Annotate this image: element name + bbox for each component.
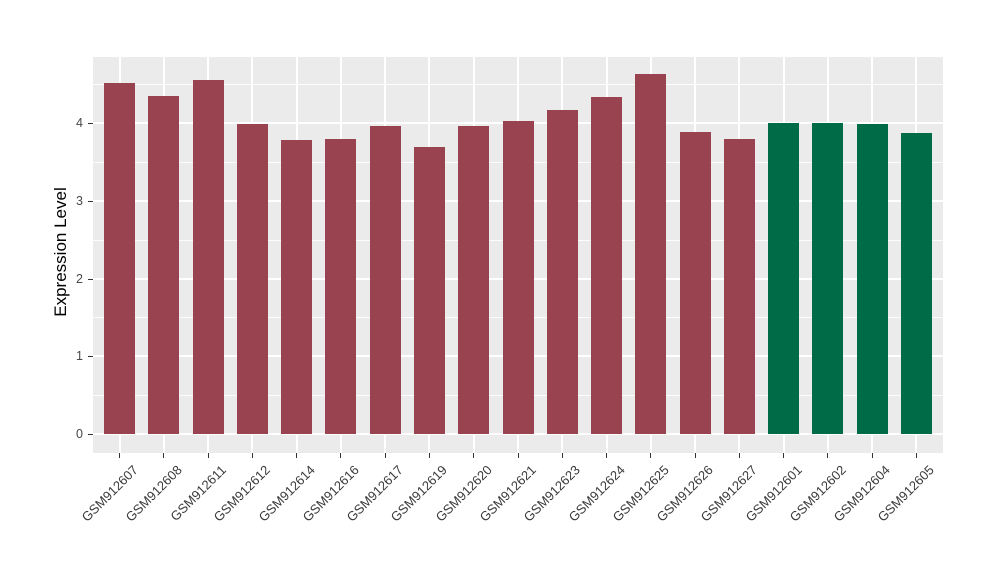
x-tick-mark: [384, 452, 386, 458]
bar-GSM912621: [502, 120, 534, 434]
x-tick-mark: [694, 452, 696, 458]
y-tick-label: 3: [76, 193, 83, 208]
bar-GSM912607: [104, 82, 136, 434]
y-tick-mark: [88, 200, 93, 202]
bar-GSM912602: [812, 122, 844, 434]
x-tick-mark: [915, 452, 917, 458]
x-tick-mark: [119, 452, 121, 458]
x-tick-mark: [207, 452, 209, 458]
x-tick-mark: [871, 452, 873, 458]
y-tick-mark: [88, 278, 93, 280]
bar-GSM912611: [192, 79, 224, 434]
x-tick-mark: [251, 452, 253, 458]
x-tick-mark: [163, 452, 165, 458]
x-tick-mark: [561, 452, 563, 458]
bar-GSM912620: [458, 126, 490, 434]
x-tick-mark: [428, 452, 430, 458]
y-tick-label: 2: [76, 271, 83, 286]
x-tick-mark: [783, 452, 785, 458]
bar-GSM912608: [148, 96, 180, 434]
x-tick-mark: [827, 452, 829, 458]
x-tick-mark: [517, 452, 519, 458]
y-tick-mark: [88, 356, 93, 358]
bar-GSM912627: [723, 138, 755, 434]
y-tick-mark: [88, 123, 93, 125]
x-tick-mark: [650, 452, 652, 458]
x-tick-mark: [340, 452, 342, 458]
bar-GSM912601: [768, 122, 800, 434]
bar-GSM912617: [369, 125, 401, 434]
y-tick-label: 1: [76, 349, 83, 364]
x-tick-mark: [738, 452, 740, 458]
x-tick-mark: [473, 452, 475, 458]
x-tick-mark: [296, 452, 298, 458]
bar-GSM912619: [413, 147, 445, 434]
bar-GSM912616: [325, 138, 357, 434]
bar-GSM912612: [236, 124, 268, 434]
bar-GSM912626: [679, 131, 711, 434]
bar-GSM912604: [856, 124, 888, 434]
x-tick-mark: [606, 452, 608, 458]
y-tick-mark: [88, 434, 93, 435]
bar-GSM912625: [635, 74, 667, 434]
bar-GSM912623: [546, 110, 578, 434]
bar-GSM912614: [281, 140, 313, 434]
y-tick-label: 4: [76, 116, 83, 131]
y-tick-label: 0: [76, 427, 83, 441]
bar-GSM912605: [900, 133, 932, 434]
bar-GSM912624: [591, 96, 623, 434]
